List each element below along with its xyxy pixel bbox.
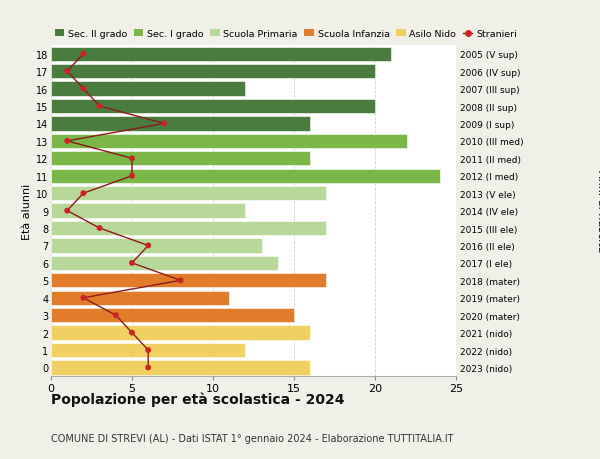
- Y-axis label: Anni di nascita: Anni di nascita: [596, 170, 600, 252]
- Bar: [51, 291, 229, 305]
- Bar: [51, 221, 326, 235]
- Bar: [51, 308, 294, 323]
- Text: Popolazione per età scolastica - 2024: Popolazione per età scolastica - 2024: [51, 392, 344, 406]
- Point: [160, 121, 169, 128]
- Bar: [51, 204, 245, 218]
- Point: [95, 225, 104, 232]
- Bar: [51, 343, 245, 358]
- Bar: [51, 169, 440, 184]
- Point: [127, 155, 137, 162]
- Bar: [51, 152, 310, 166]
- Bar: [51, 47, 391, 62]
- Y-axis label: Età alunni: Età alunni: [22, 183, 32, 239]
- Bar: [51, 361, 310, 375]
- Bar: [51, 187, 326, 201]
- Point: [143, 364, 153, 371]
- Point: [62, 138, 72, 145]
- Bar: [51, 256, 278, 270]
- Point: [79, 190, 88, 197]
- Point: [143, 242, 153, 250]
- Point: [176, 277, 185, 285]
- Point: [79, 294, 88, 302]
- Point: [127, 329, 137, 336]
- Point: [111, 312, 121, 319]
- Point: [79, 86, 88, 93]
- Bar: [51, 134, 407, 149]
- Bar: [51, 117, 310, 131]
- Point: [127, 173, 137, 180]
- Point: [62, 207, 72, 215]
- Bar: [51, 82, 245, 96]
- Point: [143, 347, 153, 354]
- Point: [95, 103, 104, 111]
- Point: [62, 68, 72, 76]
- Point: [127, 260, 137, 267]
- Bar: [51, 326, 310, 340]
- Legend: Sec. II grado, Sec. I grado, Scuola Primaria, Scuola Infanzia, Asilo Nido, Stran: Sec. II grado, Sec. I grado, Scuola Prim…: [51, 26, 521, 43]
- Bar: [51, 100, 375, 114]
- Text: COMUNE DI STREVI (AL) - Dati ISTAT 1° gennaio 2024 - Elaborazione TUTTITALIA.IT: COMUNE DI STREVI (AL) - Dati ISTAT 1° ge…: [51, 433, 454, 443]
- Bar: [51, 65, 375, 79]
- Bar: [51, 239, 262, 253]
- Point: [79, 51, 88, 58]
- Bar: [51, 274, 326, 288]
